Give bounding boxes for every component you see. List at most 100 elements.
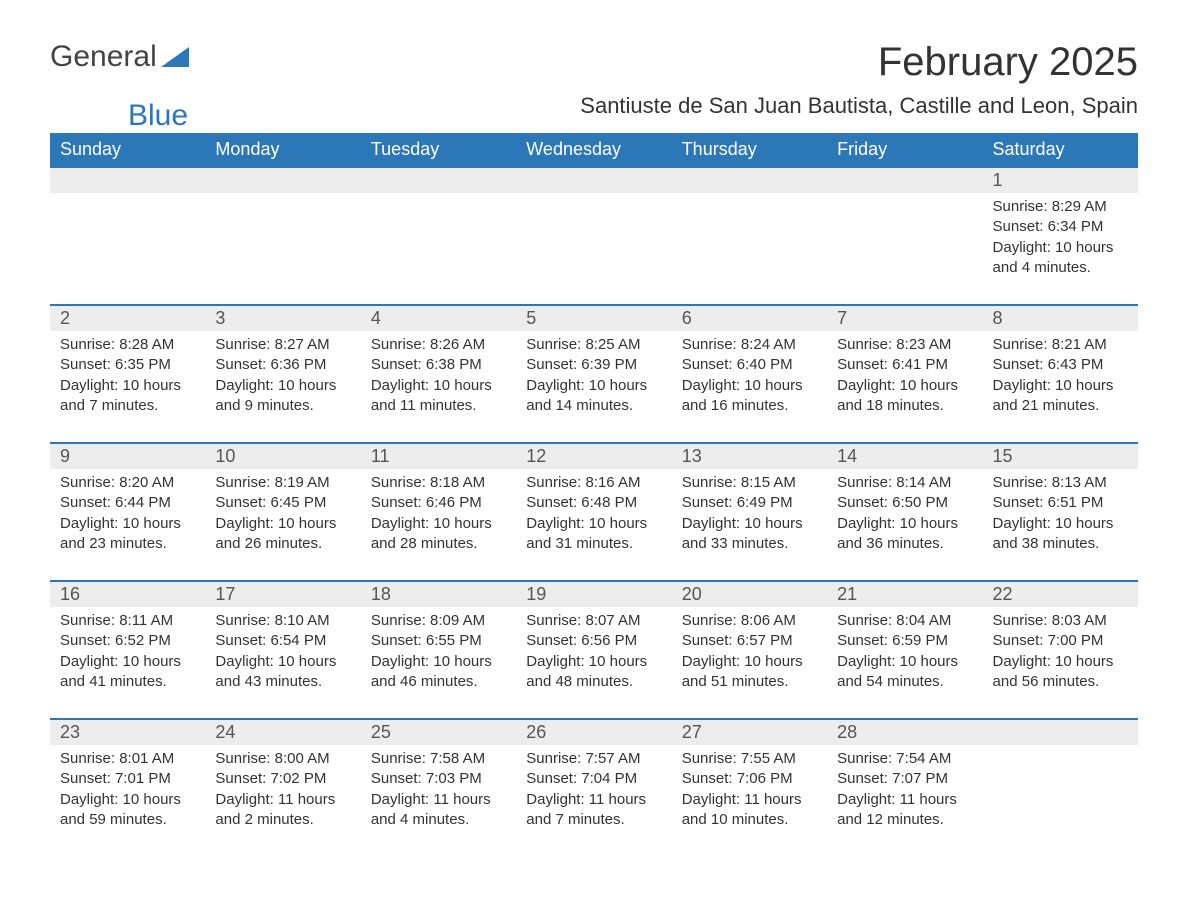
sunrise-text: Sunrise: 8:00 AM — [215, 749, 350, 769]
sunrise-text: Sunrise: 7:57 AM — [526, 749, 661, 769]
sunset-text: Sunset: 6:38 PM — [371, 355, 506, 375]
day-content-cell — [516, 193, 671, 305]
sunset-text: Sunset: 6:36 PM — [215, 355, 350, 375]
week-daynum-row: 9101112131415 — [50, 443, 1138, 469]
week-daynum-row: 232425262728 — [50, 719, 1138, 745]
day-number-cell: 27 — [672, 719, 827, 745]
logo: General — [50, 40, 189, 74]
sunset-text: Sunset: 6:46 PM — [371, 493, 506, 513]
day-number-cell: 26 — [516, 719, 671, 745]
daylight-text: Daylight: 10 hours and 36 minutes. — [837, 514, 972, 555]
day-number-cell: 23 — [50, 719, 205, 745]
day-content-cell: Sunrise: 8:10 AMSunset: 6:54 PMDaylight:… — [205, 607, 360, 719]
day-content-cell: Sunrise: 7:54 AMSunset: 7:07 PMDaylight:… — [827, 745, 982, 856]
day-number-cell: 1 — [983, 167, 1138, 193]
day-number-cell: 17 — [205, 581, 360, 607]
day-content-cell: Sunrise: 8:28 AMSunset: 6:35 PMDaylight:… — [50, 331, 205, 443]
day-content-cell: Sunrise: 8:20 AMSunset: 6:44 PMDaylight:… — [50, 469, 205, 581]
day-content-cell: Sunrise: 8:24 AMSunset: 6:40 PMDaylight:… — [672, 331, 827, 443]
day-content-cell: Sunrise: 7:58 AMSunset: 7:03 PMDaylight:… — [361, 745, 516, 856]
day-header: Sunday — [50, 133, 205, 167]
day-content-cell: Sunrise: 8:16 AMSunset: 6:48 PMDaylight:… — [516, 469, 671, 581]
day-number-cell — [50, 167, 205, 193]
daylight-text: Daylight: 10 hours and 59 minutes. — [60, 790, 195, 831]
daylight-text: Daylight: 11 hours and 2 minutes. — [215, 790, 350, 831]
sunrise-text: Sunrise: 8:19 AM — [215, 473, 350, 493]
week-content-row: Sunrise: 8:28 AMSunset: 6:35 PMDaylight:… — [50, 331, 1138, 443]
daylight-text: Daylight: 10 hours and 48 minutes. — [526, 652, 661, 693]
sunset-text: Sunset: 6:56 PM — [526, 631, 661, 651]
day-content-cell: Sunrise: 8:15 AMSunset: 6:49 PMDaylight:… — [672, 469, 827, 581]
sunset-text: Sunset: 6:50 PM — [837, 493, 972, 513]
sunrise-text: Sunrise: 8:16 AM — [526, 473, 661, 493]
day-content-cell: Sunrise: 8:07 AMSunset: 6:56 PMDaylight:… — [516, 607, 671, 719]
day-number-cell — [361, 167, 516, 193]
day-content-cell: Sunrise: 8:04 AMSunset: 6:59 PMDaylight:… — [827, 607, 982, 719]
sunrise-text: Sunrise: 7:54 AM — [837, 749, 972, 769]
sunrise-text: Sunrise: 8:25 AM — [526, 335, 661, 355]
daylight-text: Daylight: 10 hours and 33 minutes. — [682, 514, 817, 555]
day-content-cell: Sunrise: 8:11 AMSunset: 6:52 PMDaylight:… — [50, 607, 205, 719]
daylight-text: Daylight: 10 hours and 18 minutes. — [837, 376, 972, 417]
day-content-cell: Sunrise: 8:14 AMSunset: 6:50 PMDaylight:… — [827, 469, 982, 581]
sunrise-text: Sunrise: 8:11 AM — [60, 611, 195, 631]
day-number-cell — [516, 167, 671, 193]
day-number-cell — [205, 167, 360, 193]
day-content-cell — [983, 745, 1138, 856]
calendar-table: SundayMondayTuesdayWednesdayThursdayFrid… — [50, 133, 1138, 856]
sunrise-text: Sunrise: 8:27 AM — [215, 335, 350, 355]
sunrise-text: Sunrise: 8:14 AM — [837, 473, 972, 493]
daylight-text: Daylight: 10 hours and 51 minutes. — [682, 652, 817, 693]
sunset-text: Sunset: 7:04 PM — [526, 769, 661, 789]
sunset-text: Sunset: 7:02 PM — [215, 769, 350, 789]
day-number-cell — [827, 167, 982, 193]
sunset-text: Sunset: 6:54 PM — [215, 631, 350, 651]
day-number-cell: 21 — [827, 581, 982, 607]
sunrise-text: Sunrise: 8:18 AM — [371, 473, 506, 493]
day-content-cell: Sunrise: 8:23 AMSunset: 6:41 PMDaylight:… — [827, 331, 982, 443]
day-content-cell: Sunrise: 8:25 AMSunset: 6:39 PMDaylight:… — [516, 331, 671, 443]
day-content-cell — [672, 193, 827, 305]
day-header: Tuesday — [361, 133, 516, 167]
daylight-text: Daylight: 11 hours and 4 minutes. — [371, 790, 506, 831]
daylight-text: Daylight: 10 hours and 7 minutes. — [60, 376, 195, 417]
day-header: Saturday — [983, 133, 1138, 167]
location-subtitle: Santiuste de San Juan Bautista, Castille… — [580, 93, 1138, 119]
day-content-cell: Sunrise: 8:00 AMSunset: 7:02 PMDaylight:… — [205, 745, 360, 856]
week-daynum-row: 1 — [50, 167, 1138, 193]
sunrise-text: Sunrise: 8:04 AM — [837, 611, 972, 631]
sunset-text: Sunset: 6:57 PM — [682, 631, 817, 651]
day-number-cell: 6 — [672, 305, 827, 331]
sunrise-text: Sunrise: 8:21 AM — [993, 335, 1128, 355]
sunrise-text: Sunrise: 8:13 AM — [993, 473, 1128, 493]
day-number-cell — [983, 719, 1138, 745]
daylight-text: Daylight: 10 hours and 9 minutes. — [215, 376, 350, 417]
sunrise-text: Sunrise: 8:07 AM — [526, 611, 661, 631]
day-number-cell: 14 — [827, 443, 982, 469]
sunrise-text: Sunrise: 8:28 AM — [60, 335, 195, 355]
logo-triangle-icon — [161, 47, 189, 67]
day-number-cell: 16 — [50, 581, 205, 607]
daylight-text: Daylight: 11 hours and 10 minutes. — [682, 790, 817, 831]
day-content-cell: Sunrise: 8:18 AMSunset: 6:46 PMDaylight:… — [361, 469, 516, 581]
daylight-text: Daylight: 10 hours and 41 minutes. — [60, 652, 195, 693]
sunrise-text: Sunrise: 8:23 AM — [837, 335, 972, 355]
sunrise-text: Sunrise: 8:03 AM — [993, 611, 1128, 631]
sunrise-text: Sunrise: 8:29 AM — [993, 197, 1128, 217]
sunset-text: Sunset: 6:35 PM — [60, 355, 195, 375]
day-number-cell: 13 — [672, 443, 827, 469]
day-content-cell: Sunrise: 8:01 AMSunset: 7:01 PMDaylight:… — [50, 745, 205, 856]
day-content-cell — [205, 193, 360, 305]
day-number-cell: 15 — [983, 443, 1138, 469]
daylight-text: Daylight: 10 hours and 11 minutes. — [371, 376, 506, 417]
day-number-cell: 2 — [50, 305, 205, 331]
day-number-cell: 3 — [205, 305, 360, 331]
day-content-cell: Sunrise: 8:19 AMSunset: 6:45 PMDaylight:… — [205, 469, 360, 581]
day-number-cell: 22 — [983, 581, 1138, 607]
sunrise-text: Sunrise: 7:58 AM — [371, 749, 506, 769]
sunrise-text: Sunrise: 8:01 AM — [60, 749, 195, 769]
daylight-text: Daylight: 10 hours and 21 minutes. — [993, 376, 1128, 417]
sunset-text: Sunset: 6:39 PM — [526, 355, 661, 375]
logo-text-blue: Blue — [128, 99, 188, 133]
sunset-text: Sunset: 7:01 PM — [60, 769, 195, 789]
